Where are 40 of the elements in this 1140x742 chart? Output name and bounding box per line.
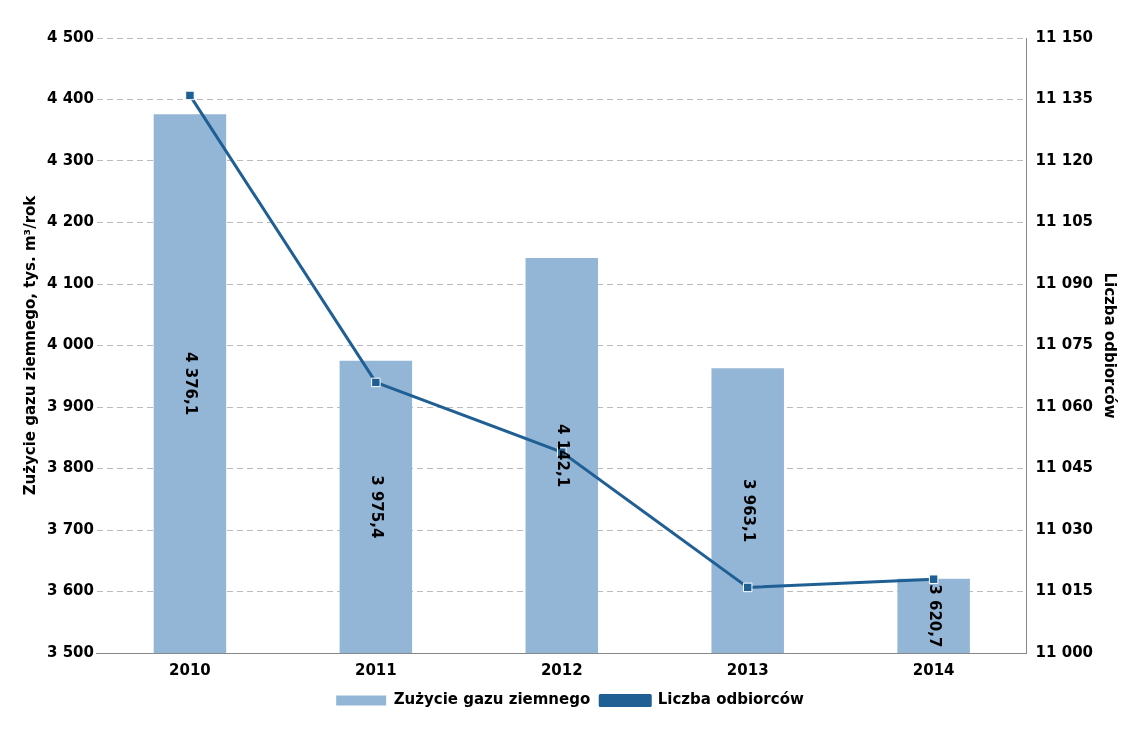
y2-tick-label: 11 150	[1035, 27, 1094, 46]
y-tick-label: 3 700	[46, 519, 94, 538]
y2-tick-label: 11 060	[1035, 396, 1094, 415]
data-label: 3 975,4	[367, 475, 386, 539]
x-tick-label: 2011	[354, 660, 397, 679]
point	[371, 377, 381, 388]
y-axis-title: Zużycie gazu ziemnego, tys. m³/rok	[20, 194, 39, 496]
y-tick-label: 3 600	[46, 581, 94, 600]
y2-tick-label: 11 120	[1035, 150, 1094, 169]
legend-label: Zużycie gazu ziemnego	[393, 690, 591, 709]
y2-tick-label: 11 135	[1035, 89, 1094, 108]
y-tick-label: 3 800	[46, 458, 94, 477]
y-tick-label: 4 500	[46, 27, 94, 46]
y-tick-label: 4 400	[46, 89, 94, 108]
x-tick-label: 2010	[169, 660, 211, 679]
y2-tick-label: 11 045	[1035, 458, 1094, 477]
y-tick-label: 3 900	[46, 396, 94, 415]
data-label: 4 376,1	[182, 352, 201, 416]
y2-tick-label: 11 000	[1035, 642, 1094, 661]
y2-axis-title: Liczba odbiorców	[1101, 272, 1120, 419]
legend-label: Liczba odbiorców	[657, 690, 804, 709]
data-label: 4 142,1	[553, 424, 572, 488]
point	[928, 574, 939, 584]
y-tick-label: 3 500	[46, 642, 94, 661]
point	[742, 582, 753, 593]
x-tick-label: 2012	[540, 660, 583, 679]
y2-tick-label: 11 105	[1035, 212, 1094, 231]
data-label: 3 963,1	[739, 479, 758, 543]
y2-tick-label: 11 015	[1035, 581, 1094, 600]
x-tick-label: 2013	[726, 660, 769, 679]
y2-tick-label: 11 090	[1035, 273, 1094, 292]
point	[185, 90, 195, 101]
y2-tick-label: 11 030	[1035, 519, 1094, 538]
y-tick-label: 4 000	[46, 335, 94, 354]
data-label: 3 620,7	[925, 584, 944, 648]
y2-tick-label: 11 075	[1035, 335, 1094, 354]
y-tick-label: 4 200	[46, 212, 94, 231]
y-tick-label: 4 100	[46, 273, 94, 292]
y-tick-label: 4 300	[46, 150, 94, 169]
x-tick-label: 2014	[912, 660, 955, 679]
